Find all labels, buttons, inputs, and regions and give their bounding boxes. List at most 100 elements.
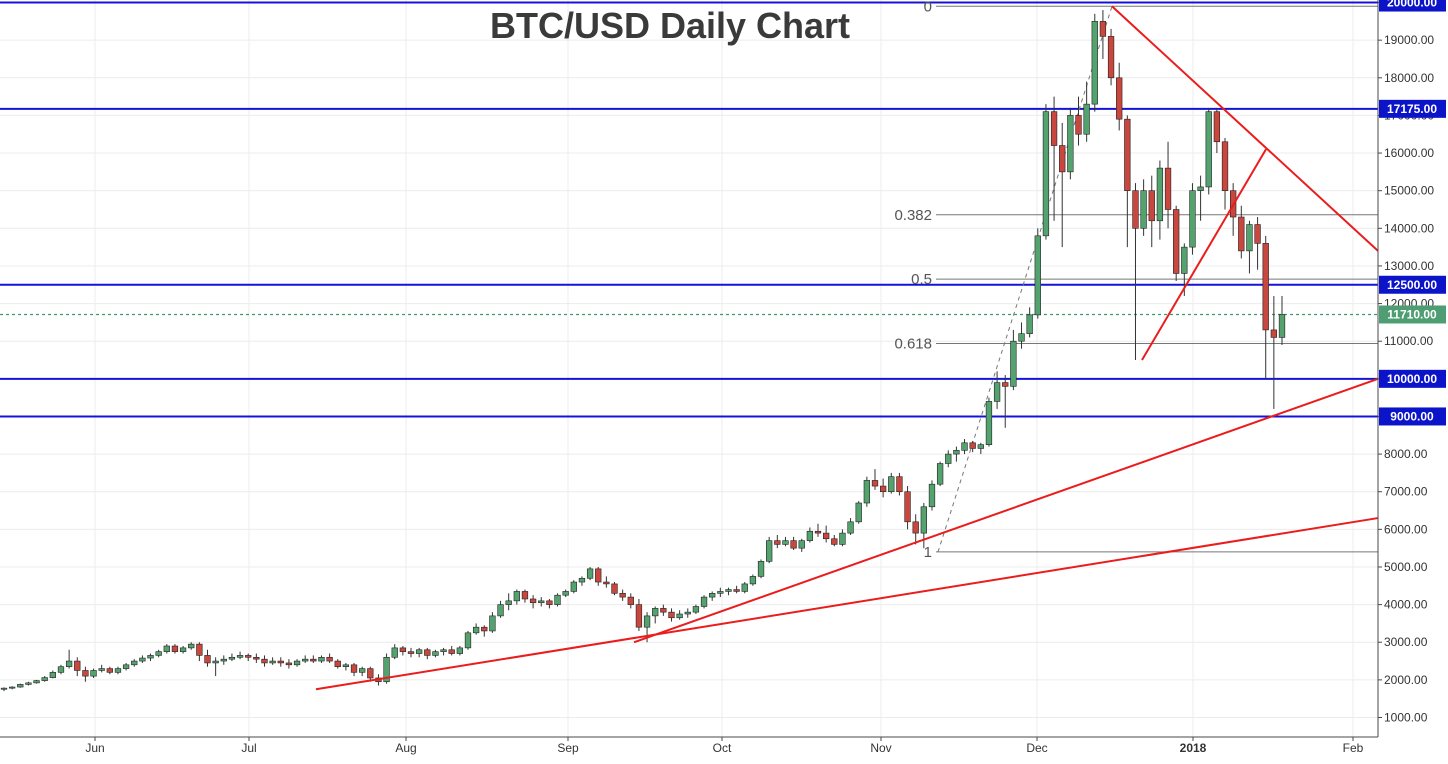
candle-body [1262,243,1269,331]
candle-body [440,649,447,652]
candle-body [717,591,724,594]
candle-body [489,615,496,632]
candle-body [652,608,659,617]
candle-body [619,593,626,598]
candle-body [643,615,651,628]
candle-body [196,643,203,656]
candle-body [595,568,602,583]
candle-body [945,453,952,464]
candle-body [49,672,56,678]
candle-body [774,540,781,545]
candle-body [904,491,911,523]
price-tick-label: 13000.00 [1384,259,1434,273]
candle-body [131,660,138,666]
candle-body [1254,224,1261,244]
candle-body [985,401,993,445]
candle-body [1181,246,1188,274]
candle-body [1034,235,1041,316]
candle-body [953,450,960,455]
candle-body [334,660,341,667]
candle-body [757,561,765,577]
candle-body [277,660,284,664]
candle-body [318,656,325,662]
candle-body [749,576,757,585]
candle-body [1026,314,1033,334]
candle-body [912,521,919,534]
candle-body [220,658,227,662]
candle-body [814,530,822,534]
candle-body [448,649,455,654]
candle-body [1197,186,1204,191]
level-label-bg [1379,99,1446,118]
candlestick-series [0,10,1286,692]
time-tick-label: Dec [1026,741,1047,755]
candle-body [1002,382,1009,387]
candle-body [269,660,276,664]
fib-label: 0.618 [894,335,932,352]
candle-body [171,645,179,652]
candle-body [570,581,577,592]
candle-body [90,670,97,677]
candle-body [1091,21,1098,105]
trend-line [1111,5,1379,252]
candle-body [98,668,105,671]
candle-body [684,611,691,615]
candle-body [1189,190,1196,248]
candle-body [586,568,594,579]
candle-body [82,670,89,677]
candle-body [25,682,32,685]
candle-body [936,463,944,485]
candle-body [798,540,805,549]
candle-body [1067,115,1074,173]
candle-body [497,604,504,617]
price-tick-label: 11000.00 [1384,334,1433,348]
candle-body [733,589,740,592]
candle-body [1050,111,1058,146]
candle-body [163,645,170,652]
candle-body [977,444,984,449]
candle-body [546,600,553,605]
candle-body [1221,141,1229,191]
candle-body [139,657,146,662]
time-axis[interactable]: Jun Jul Aug Sep Oct Nov Dec 2018 Feb [85,737,1364,755]
candle-body [627,596,634,605]
candle-body [310,658,317,662]
candle-body [961,442,968,451]
level-label-bg [1379,275,1446,294]
candle-body [41,677,48,681]
price-tick-label: 6000.00 [1384,522,1428,536]
candle-body [505,600,512,605]
candle-body [920,506,927,534]
candle-body [1099,21,1107,37]
candle-body [1059,145,1066,173]
price-tick-label: 4000.00 [1384,598,1428,612]
price-labels: 20000.00 17175.00 12500.00 10000.00 9000.00 1… [1379,0,1446,426]
candle-body [1148,190,1155,222]
fib-label: 0 [924,0,932,15]
candle-body [1164,167,1172,210]
candle-body [603,581,610,585]
candle-body [253,656,260,660]
candle-body [481,626,488,632]
candle-body [1042,111,1050,237]
candle-body [147,655,154,659]
candle-body [1278,314,1286,338]
candle-body [692,606,700,613]
candle-body [879,485,887,493]
candle-body [407,651,415,654]
time-tick-label: Feb [1343,741,1364,755]
candle-body [993,382,1001,402]
support-resistance-lines [0,1,1378,418]
level-label-bg [1379,407,1446,426]
level-label: 9000.00 [1390,409,1434,423]
fibonacci-retracement: 0 0.382 0.5 0.618 1 [894,0,1378,561]
candle-body [782,540,789,545]
candle-body [1205,111,1212,188]
candle-body [261,658,268,664]
fib-label: 1 [924,544,932,561]
candle-body [212,660,219,664]
price-tick-label: 16000.00 [1384,146,1434,160]
time-tick-label: Jun [85,741,104,755]
